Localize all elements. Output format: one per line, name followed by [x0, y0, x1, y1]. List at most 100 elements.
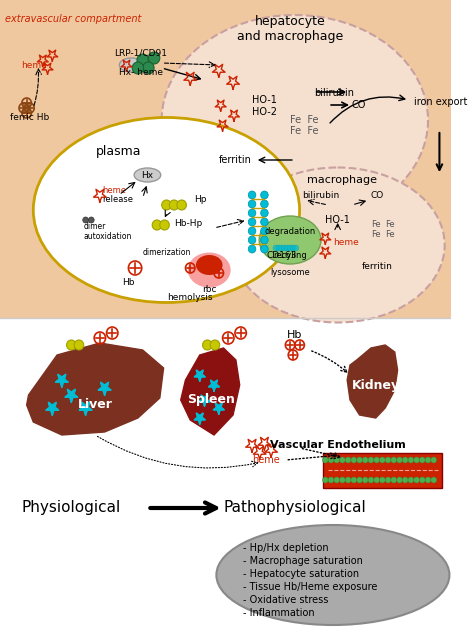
Circle shape [328, 457, 334, 463]
Ellipse shape [134, 168, 161, 182]
Circle shape [74, 340, 84, 350]
Circle shape [162, 200, 171, 210]
Circle shape [339, 477, 345, 483]
Ellipse shape [119, 58, 143, 72]
Text: - Inflammation: - Inflammation [243, 608, 314, 618]
Circle shape [148, 52, 160, 64]
Circle shape [282, 245, 287, 251]
Polygon shape [79, 403, 92, 415]
Circle shape [177, 200, 186, 210]
Text: HO-1: HO-1 [325, 215, 350, 225]
Text: heme: heme [103, 186, 127, 195]
Circle shape [345, 457, 351, 463]
Circle shape [261, 191, 268, 199]
Circle shape [287, 245, 293, 251]
Polygon shape [209, 380, 219, 391]
Polygon shape [27, 343, 164, 435]
Circle shape [248, 200, 256, 208]
Circle shape [374, 477, 380, 483]
Circle shape [276, 245, 282, 251]
FancyBboxPatch shape [323, 453, 442, 488]
Text: iron export: iron export [414, 97, 467, 107]
Polygon shape [181, 348, 240, 435]
Circle shape [431, 477, 437, 483]
Text: CD163: CD163 [266, 251, 297, 259]
Text: heme: heme [253, 455, 280, 465]
Text: LRP-1/CD91: LRP-1/CD91 [114, 48, 167, 57]
Text: HO-1
HO-2: HO-1 HO-2 [252, 95, 277, 117]
Text: Fe: Fe [385, 220, 395, 229]
Circle shape [284, 245, 290, 251]
Circle shape [202, 340, 212, 350]
Text: Fe  Fe: Fe Fe [290, 115, 319, 125]
Text: - Hp/Hx depletion: - Hp/Hx depletion [243, 543, 328, 553]
Circle shape [328, 477, 334, 483]
Circle shape [397, 457, 402, 463]
Text: CO: CO [352, 100, 366, 110]
Text: bilirubin: bilirubin [302, 190, 340, 200]
Circle shape [334, 477, 339, 483]
Circle shape [402, 477, 408, 483]
Ellipse shape [231, 168, 445, 323]
Circle shape [89, 217, 94, 223]
Circle shape [363, 477, 368, 483]
Text: - Tissue Hb/Heme exposure: - Tissue Hb/Heme exposure [243, 582, 377, 592]
Text: - Oxidative stress: - Oxidative stress [243, 595, 328, 605]
Text: ferritin: ferritin [362, 262, 392, 271]
Text: heme: heme [333, 238, 359, 247]
Text: release: release [103, 195, 134, 204]
FancyBboxPatch shape [0, 0, 451, 318]
Circle shape [290, 245, 296, 251]
Text: recyling: recyling [273, 251, 307, 259]
Text: Hp: Hp [194, 195, 207, 205]
Circle shape [368, 457, 374, 463]
Circle shape [210, 340, 220, 350]
FancyBboxPatch shape [0, 318, 451, 628]
Circle shape [322, 477, 328, 483]
Circle shape [273, 245, 279, 251]
Circle shape [414, 477, 419, 483]
Circle shape [368, 477, 374, 483]
Circle shape [143, 62, 154, 74]
Circle shape [334, 457, 339, 463]
Text: extravascular compartment: extravascular compartment [5, 14, 141, 24]
Circle shape [248, 191, 256, 199]
Text: hemolysis: hemolysis [167, 293, 213, 302]
Circle shape [248, 218, 256, 226]
Text: Liver: Liver [78, 399, 112, 411]
Circle shape [351, 477, 357, 483]
Polygon shape [65, 389, 78, 402]
Text: Fe: Fe [371, 220, 381, 229]
Circle shape [345, 477, 351, 483]
Polygon shape [55, 374, 68, 387]
Circle shape [402, 457, 408, 463]
Circle shape [322, 457, 328, 463]
Circle shape [261, 245, 268, 253]
Text: Hb: Hb [122, 278, 135, 287]
Polygon shape [213, 403, 224, 414]
Text: - Hepatocyte saturation: - Hepatocyte saturation [243, 569, 359, 579]
Polygon shape [98, 382, 111, 395]
Polygon shape [46, 403, 59, 415]
Text: Fe: Fe [371, 230, 381, 239]
Circle shape [397, 477, 402, 483]
Circle shape [391, 457, 397, 463]
Circle shape [248, 227, 256, 235]
Circle shape [160, 220, 169, 230]
Text: Hx: Hx [141, 170, 154, 180]
Ellipse shape [217, 525, 449, 625]
Circle shape [248, 209, 256, 217]
Circle shape [408, 477, 414, 483]
Circle shape [132, 62, 144, 74]
Circle shape [137, 54, 148, 66]
Circle shape [425, 457, 431, 463]
Circle shape [385, 477, 391, 483]
Circle shape [431, 457, 437, 463]
Circle shape [152, 220, 162, 230]
Ellipse shape [259, 216, 321, 264]
Text: degradation: degradation [264, 227, 316, 237]
Circle shape [374, 457, 380, 463]
Text: bilirubin: bilirubin [314, 88, 354, 98]
Circle shape [363, 457, 368, 463]
Text: Hb: Hb [287, 330, 302, 340]
